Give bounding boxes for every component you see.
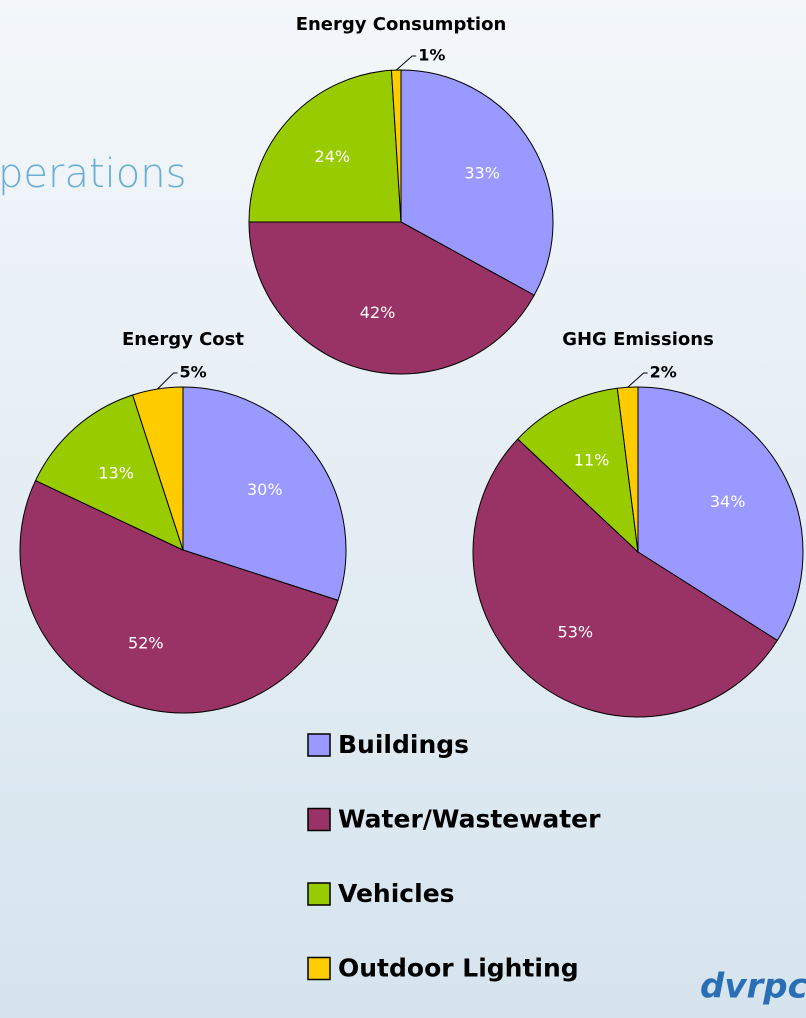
legend-label: Buildings bbox=[338, 730, 469, 759]
leader-line bbox=[157, 372, 178, 390]
pie-slice bbox=[400, 69, 554, 296]
chart-title: GHG Emissions bbox=[562, 329, 714, 350]
pie-slice bbox=[248, 69, 402, 223]
chart-title: Energy Consumption bbox=[296, 14, 507, 35]
legend-swatch bbox=[307, 956, 331, 981]
pie-slice bbox=[248, 221, 535, 375]
pie-slice bbox=[34, 394, 184, 551]
chart-title: Energy Cost bbox=[122, 329, 244, 350]
data-label: 24% bbox=[315, 147, 351, 166]
data-label: 33% bbox=[464, 164, 500, 183]
data-label: 13% bbox=[98, 464, 134, 483]
data-label: 5% bbox=[180, 363, 207, 382]
leader-line bbox=[627, 372, 648, 388]
header-title: perations bbox=[0, 151, 186, 197]
logo: dvrpc bbox=[700, 967, 806, 1007]
data-label: 42% bbox=[360, 303, 396, 322]
legend-swatch bbox=[307, 882, 331, 906]
legend-label: Water/Wastewater bbox=[338, 805, 601, 834]
data-label: 53% bbox=[558, 622, 594, 641]
leader-line bbox=[395, 55, 417, 71]
pie-slice bbox=[182, 386, 347, 602]
data-label: 52% bbox=[128, 633, 164, 652]
data-label: 34% bbox=[710, 492, 746, 511]
legend-swatch bbox=[307, 733, 331, 757]
pie-slice bbox=[637, 386, 804, 642]
pie-slice bbox=[131, 386, 184, 551]
pie-slice bbox=[517, 387, 639, 554]
legend-label: Outdoor Lighting bbox=[338, 954, 579, 983]
data-label: 11% bbox=[574, 450, 610, 469]
legend-label: Vehicles bbox=[338, 879, 455, 908]
legend-swatch bbox=[307, 807, 331, 832]
data-label: 2% bbox=[650, 363, 677, 382]
pie-slice bbox=[472, 438, 779, 718]
data-label: 1% bbox=[418, 46, 445, 65]
pie-slice bbox=[19, 479, 339, 714]
data-label: 30% bbox=[247, 480, 283, 499]
